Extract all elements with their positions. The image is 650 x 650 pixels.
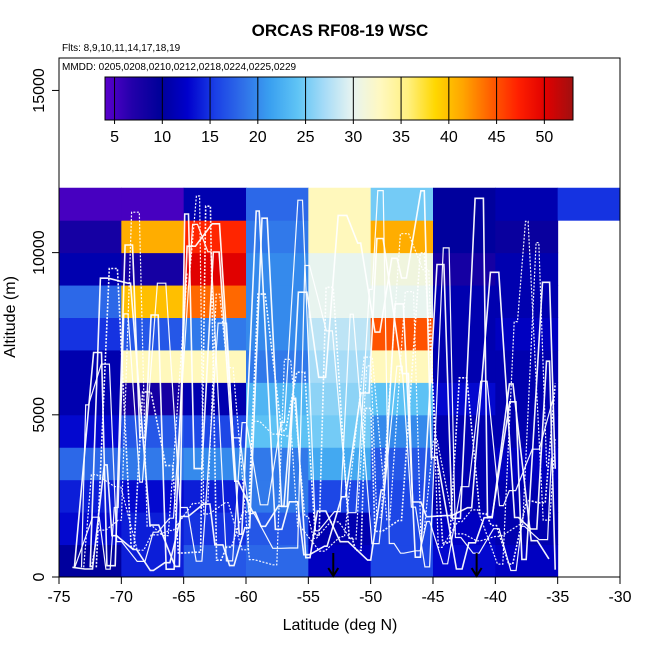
arrows xyxy=(327,553,483,578)
heatmap-cell xyxy=(370,220,434,254)
flight-track xyxy=(73,210,556,570)
x-tick-label: -35 xyxy=(546,589,569,606)
colorbar-tick-label: 50 xyxy=(535,129,553,146)
heatmap-cell xyxy=(308,317,372,351)
heatmap-cell xyxy=(59,220,122,254)
flight-track xyxy=(89,197,556,568)
arrow-head xyxy=(470,567,483,578)
heatmap-cell xyxy=(370,544,434,578)
heatmap-cell xyxy=(308,479,372,513)
dates-label: MMDD: 0205,0208,0210,0212,0218,0224,0225… xyxy=(62,62,297,73)
y-tick-label: 15000 xyxy=(31,68,48,113)
chart-title: ORCAS RF08-19 WSC xyxy=(252,21,429,40)
heatmap-cell xyxy=(246,285,309,318)
heatmap-cell xyxy=(433,187,496,221)
heatmap-cell xyxy=(370,285,434,318)
heatmap-cell xyxy=(308,252,372,286)
colorbar-bar xyxy=(104,76,574,121)
heatmap-cell xyxy=(59,349,122,383)
colorbar-tick-label: 25 xyxy=(297,129,315,146)
heatmap-cell xyxy=(183,285,247,318)
heatmap-cell xyxy=(121,382,185,416)
heatmap-cell xyxy=(370,414,434,448)
heatmap-cell xyxy=(495,317,559,351)
x-tick-label: -70 xyxy=(110,589,133,606)
flight-track xyxy=(74,190,555,570)
heatmap-cell xyxy=(308,285,372,318)
x-tick-label: -65 xyxy=(172,589,195,606)
heatmap-cell xyxy=(495,382,559,416)
heatmap-cell xyxy=(433,220,496,254)
heatmap-cell xyxy=(557,187,621,221)
heatmap-cell xyxy=(495,220,559,254)
heatmap-cell xyxy=(183,544,247,578)
colorbar-tick-label: 20 xyxy=(249,129,267,146)
flight-track xyxy=(95,205,556,568)
x-axis-label: Latitude (deg N) xyxy=(283,617,398,634)
heatmap-cell xyxy=(246,317,309,351)
colorbar-tick-label: 30 xyxy=(344,129,362,146)
colorbar-tick-label: 40 xyxy=(440,129,458,146)
colorbar-tick-label: 5 xyxy=(110,129,119,146)
axes: -75 -70 -65 -60 -55 -50 -45 -40 -35 -30 0 5000 10000… xyxy=(31,57,632,606)
flight-track xyxy=(72,190,550,572)
heatmap-cell xyxy=(246,252,309,286)
heatmap-cell xyxy=(495,252,559,286)
y-tick-label: 5000 xyxy=(31,397,48,433)
colorbar-tick-label: 15 xyxy=(201,129,219,146)
y-tick-label: 0 xyxy=(31,572,48,581)
heatmap-cell xyxy=(183,187,247,221)
x-tick-label: -30 xyxy=(608,589,631,606)
flight-track xyxy=(83,220,556,568)
flight-tracks xyxy=(72,190,556,572)
heatmap-cell xyxy=(370,382,434,416)
heatmap-cell xyxy=(495,285,559,318)
x-tick-label: -55 xyxy=(297,589,320,606)
arrow-head xyxy=(327,567,340,578)
colorbar-tick-label: 35 xyxy=(392,129,410,146)
plot-frame xyxy=(58,57,621,578)
heatmap-cell xyxy=(495,187,559,221)
heatmap-cell xyxy=(59,285,122,318)
flight-track xyxy=(90,195,548,568)
x-tick-label: -40 xyxy=(484,589,507,606)
colorbar-tick-label: 45 xyxy=(488,129,506,146)
heatmap-cell xyxy=(121,414,185,448)
heatmap-cell xyxy=(183,252,247,286)
heatmap-cell xyxy=(59,447,122,481)
x-tick-label: -50 xyxy=(359,589,382,606)
flights-label: Flts: 8,9,10,11,14,17,18,19 xyxy=(62,43,181,54)
colorbar: 5 10 15 20 25 30 35 40 45 50 xyxy=(104,76,574,146)
heatmap-cell xyxy=(121,187,185,221)
heatmap-cell xyxy=(370,187,434,221)
heatmap-cell xyxy=(59,317,122,351)
heatmap-cell xyxy=(59,187,122,221)
heatmap-cell xyxy=(370,447,434,481)
x-tick-label: -60 xyxy=(234,589,257,606)
x-tick-label: -45 xyxy=(421,589,444,606)
y-tick-label: 10000 xyxy=(31,230,48,275)
y-axis-label: Altitude (m) xyxy=(2,276,19,358)
colorbar-tick-label: 10 xyxy=(153,129,171,146)
flight-track xyxy=(80,199,552,572)
heatmap-cell xyxy=(246,220,309,254)
heatmap-cell xyxy=(308,447,372,481)
heatmap-cell xyxy=(121,252,185,286)
x-tick-label: -75 xyxy=(47,589,70,606)
